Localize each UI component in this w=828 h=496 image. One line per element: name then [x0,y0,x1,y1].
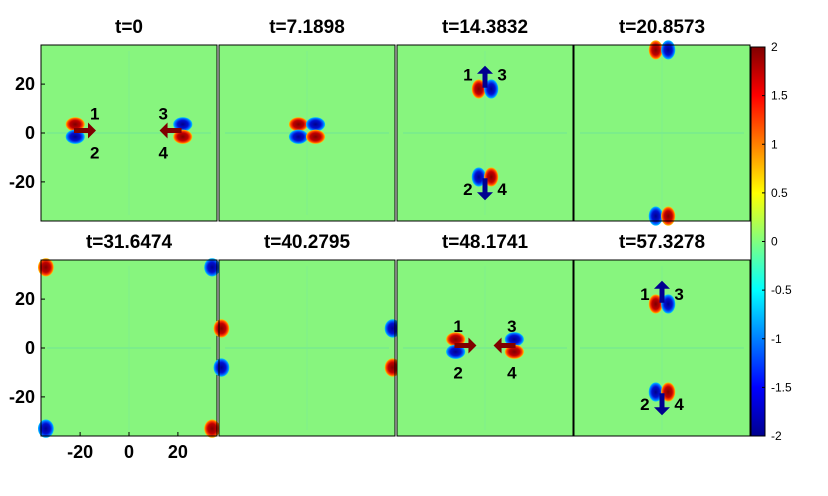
panel-title: t=0 [115,17,143,38]
vortex-blob [204,258,221,277]
x-tick-label: 20 [168,442,188,462]
vortex-label: 3 [158,104,167,123]
colorbar-tick-label: -0.5 [771,283,792,297]
vortex-label: 3 [497,65,506,84]
vortex-lobe [471,167,486,187]
vortex-blob [213,319,230,338]
vortex-lobe [65,117,85,132]
x-tick-label: -20 [67,442,93,462]
panel: 1 3 2 4 t=14.3832 [396,17,574,222]
colorbar-tick-label: -1 [771,332,782,346]
vortex-lobe [471,79,486,99]
vortex-lobe [661,206,676,226]
direction-arrow [74,122,96,139]
vortex-lobe [661,40,676,60]
vortex-label: 2 [453,363,462,382]
panel: t=7.1898 [218,17,396,222]
vortex-label: 3 [507,317,516,336]
vortex-lobe [648,206,663,226]
vortex-lobe [648,382,663,402]
vortex-label: 1 [463,65,472,84]
vortex-lobe [661,382,676,402]
panel-title: t=31.6474 [86,232,173,253]
vortex-lobe [504,332,524,347]
vortex-lobe [484,79,499,99]
vortex-lobe [65,129,85,144]
vortex-blob [37,419,54,438]
vortex-lobe [661,294,676,314]
colorbar-tick-label: 0.5 [771,186,788,200]
vortex-lobe [288,129,309,144]
panel-frame [218,259,396,437]
vortex-blob [37,258,54,277]
vortex-label: 1 [453,317,462,336]
direction-arrow [454,337,477,354]
direction-arrow [654,280,670,303]
vortex-label: 2 [90,144,99,163]
panel-title: t=20.8573 [619,17,705,38]
panel-frame [396,259,574,437]
panel: t=31.6474 [37,232,221,438]
vortex-blob [213,358,230,377]
colorbar-tick-label: 2 [771,40,778,54]
colorbar: 2 1.5 1 0.5 0 -0.5 -1 -1.5 -2 [750,40,792,443]
y-tick-label: 20 [15,289,35,309]
panel-title: t=57.3278 [619,232,705,253]
vortex-label: 2 [463,180,472,199]
panels-layer: 1 2 3 4 t=0 t=7.1898 1 3 2 4 t=14.3832 t=20.8573 t=3… [37,17,751,438]
x-tick-label: 0 [124,442,134,462]
vortex-lobe [173,117,193,132]
vortex-lobe [648,40,663,60]
axes-layer: 20 0 -20 20 0 -20 -20 0 20 [9,74,188,462]
colorbar-tick-label: 1 [771,137,778,151]
vortex-lobe [288,117,309,132]
vortex-label: 3 [674,285,683,304]
vortex-label: 1 [90,104,99,123]
vortex-lobe [305,129,326,144]
panel-frame [573,44,751,222]
panel-title: t=7.1898 [269,17,345,38]
panel-frame [573,259,751,437]
vortex-label: 4 [674,395,684,414]
vortex-lobe [173,129,193,144]
vortex-lobe [484,167,499,187]
vortex-lobe [648,294,663,314]
colorbar-tick-label: -2 [771,429,782,443]
colorbar-tick-label: -1.5 [771,380,792,394]
vortex-lobe [504,344,524,359]
panel: 1 2 3 4 t=48.1741 [396,232,574,437]
panel-title: t=14.3832 [442,17,528,38]
vortex-lobe [446,344,466,359]
panel-frame [396,44,574,222]
y-tick-label: 0 [25,338,35,358]
panel: 1 3 2 4 t=57.3278 [573,232,751,437]
vortex-label: 4 [507,363,517,382]
vortex-label: 1 [640,285,649,304]
vortex-lobe [305,117,326,132]
direction-arrow [477,178,493,201]
vortex-lobe [446,332,466,347]
direction-arrow [477,65,493,88]
vortex-label: 2 [640,395,649,414]
y-tick-label: 20 [15,74,35,94]
panel-title: t=48.1741 [442,232,529,253]
colorbar-tick-label: 1.5 [771,89,788,103]
vortex-label: 4 [497,180,507,199]
panel: 1 2 3 4 t=0 [40,17,218,222]
panel-frame [218,44,396,222]
vortex-label: 4 [158,144,168,163]
y-tick-label: -20 [9,172,35,192]
panel: t=40.2795 [213,232,401,437]
panel: t=20.8573 [573,17,751,226]
y-tick-label: 0 [25,123,35,143]
y-tick-label: -20 [9,387,35,407]
colorbar-tick-label: 0 [771,235,778,249]
direction-arrow [493,337,516,354]
direction-arrow [159,122,182,139]
vortex-blob [204,419,221,438]
direction-arrow [654,393,670,416]
panel-title: t=40.2795 [264,232,351,253]
